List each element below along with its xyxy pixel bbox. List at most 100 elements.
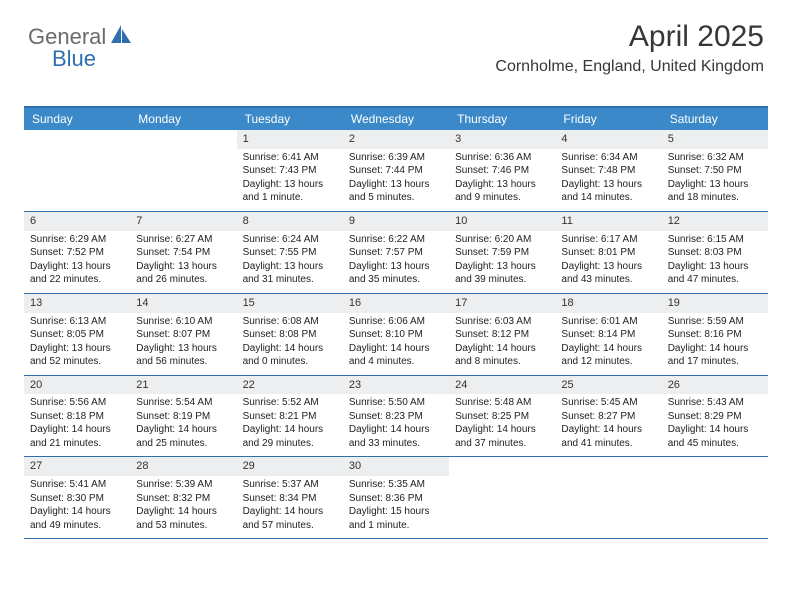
sunrise-line: Sunrise: 5:37 AM	[243, 478, 337, 492]
day-number: 15	[237, 294, 343, 313]
daylight-line: Daylight: 14 hours and 25 minutes.	[136, 423, 230, 450]
day-cell	[449, 457, 555, 538]
sunrise-line: Sunrise: 6:29 AM	[30, 233, 124, 247]
day-cell: 2Sunrise: 6:39 AMSunset: 7:44 PMDaylight…	[343, 130, 449, 211]
day-number: 25	[555, 376, 661, 395]
day-content: Sunrise: 6:39 AMSunset: 7:44 PMDaylight:…	[343, 149, 449, 211]
day-content: Sunrise: 5:41 AMSunset: 8:30 PMDaylight:…	[24, 476, 130, 538]
day-cell: 11Sunrise: 6:17 AMSunset: 8:01 PMDayligh…	[555, 212, 661, 293]
day-content: Sunrise: 6:32 AMSunset: 7:50 PMDaylight:…	[662, 149, 768, 211]
day-header-cell: Thursday	[449, 108, 555, 130]
day-header-cell: Sunday	[24, 108, 130, 130]
day-cell: 1Sunrise: 6:41 AMSunset: 7:43 PMDaylight…	[237, 130, 343, 211]
sunrise-line: Sunrise: 6:01 AM	[561, 315, 655, 329]
sunset-line: Sunset: 8:21 PM	[243, 410, 337, 424]
day-header-cell: Tuesday	[237, 108, 343, 130]
day-content: Sunrise: 5:35 AMSunset: 8:36 PMDaylight:…	[343, 476, 449, 538]
day-number: 23	[343, 376, 449, 395]
day-content: Sunrise: 5:52 AMSunset: 8:21 PMDaylight:…	[237, 394, 343, 456]
sunrise-line: Sunrise: 6:36 AM	[455, 151, 549, 165]
daylight-line: Daylight: 14 hours and 57 minutes.	[243, 505, 337, 532]
sunrise-line: Sunrise: 6:22 AM	[349, 233, 443, 247]
day-number	[662, 457, 768, 476]
day-content: Sunrise: 6:03 AMSunset: 8:12 PMDaylight:…	[449, 313, 555, 375]
sunset-line: Sunset: 8:07 PM	[136, 328, 230, 342]
sunrise-line: Sunrise: 6:24 AM	[243, 233, 337, 247]
day-content: Sunrise: 6:22 AMSunset: 7:57 PMDaylight:…	[343, 231, 449, 293]
week-row: 6 Sunrise: 6:29 AMSunset: 7:52 PM Daylight…	[24, 212, 768, 294]
day-number: 2	[343, 130, 449, 149]
sunset-line: Sunset: 7:59 PM	[455, 246, 549, 260]
sunrise-line: Sunrise: 5:35 AM	[349, 478, 443, 492]
daylight-line: Daylight: 13 hours and 43 minutes.	[561, 260, 655, 287]
day-cell: 6Sunrise: 6:29 AMSunset: 7:52 PMDaylight…	[24, 212, 130, 293]
day-cell: 5Sunrise: 6:32 AMSunset: 7:50 PMDaylight…	[662, 130, 768, 211]
daylight-line: Daylight: 14 hours and 49 minutes.	[30, 505, 124, 532]
daylight-line: Daylight: 14 hours and 21 minutes.	[30, 423, 124, 450]
day-number	[555, 457, 661, 476]
day-number: 4	[555, 130, 661, 149]
day-cell: 15Sunrise: 6:08 AMSunset: 8:08 PMDayligh…	[237, 294, 343, 375]
day-number: 3	[449, 130, 555, 149]
day-cell: 19Sunrise: 5:59 AMSunset: 8:16 PMDayligh…	[662, 294, 768, 375]
day-cell: 16Sunrise: 6:06 AMSunset: 8:10 PMDayligh…	[343, 294, 449, 375]
day-content: Sunrise: 6:27 AMSunset: 7:54 PMDaylight:…	[130, 231, 236, 293]
day-number: 29	[237, 457, 343, 476]
day-cell: 29Sunrise: 5:37 AMSunset: 8:34 PMDayligh…	[237, 457, 343, 538]
day-content: Sunrise: 6:34 AMSunset: 7:48 PMDaylight:…	[555, 149, 661, 211]
daylight-line: Daylight: 14 hours and 41 minutes.	[561, 423, 655, 450]
day-cell	[130, 130, 236, 211]
sail-icon	[111, 25, 133, 50]
sunset-line: Sunset: 7:54 PM	[136, 246, 230, 260]
day-cell: 13Sunrise: 6:13 AMSunset: 8:05 PMDayligh…	[24, 294, 130, 375]
day-cell: 25Sunrise: 5:45 AMSunset: 8:27 PMDayligh…	[555, 376, 661, 457]
sunrise-line: Sunrise: 6:20 AM	[455, 233, 549, 247]
day-number: 19	[662, 294, 768, 313]
daylight-line: Daylight: 14 hours and 29 minutes.	[243, 423, 337, 450]
day-cell: 24Sunrise: 5:48 AMSunset: 8:25 PMDayligh…	[449, 376, 555, 457]
day-content: Sunrise: 6:13 AMSunset: 8:05 PMDaylight:…	[24, 313, 130, 375]
day-content: Sunrise: 5:48 AMSunset: 8:25 PMDaylight:…	[449, 394, 555, 456]
day-content: Sunrise: 5:54 AMSunset: 8:19 PMDaylight:…	[130, 394, 236, 456]
sunset-line: Sunset: 8:29 PM	[668, 410, 762, 424]
calendar: SundayMondayTuesdayWednesdayThursdayFrid…	[24, 106, 768, 539]
day-cell: 9Sunrise: 6:22 AMSunset: 7:57 PMDaylight…	[343, 212, 449, 293]
day-number: 27	[24, 457, 130, 476]
sunset-line: Sunset: 8:14 PM	[561, 328, 655, 342]
day-number: 22	[237, 376, 343, 395]
sunrise-line: Sunrise: 5:39 AM	[136, 478, 230, 492]
day-content: Sunrise: 5:59 AMSunset: 8:16 PMDaylight:…	[662, 313, 768, 375]
day-cell: 27Sunrise: 5:41 AMSunset: 8:30 PMDayligh…	[24, 457, 130, 538]
day-cell: 17Sunrise: 6:03 AMSunset: 8:12 PMDayligh…	[449, 294, 555, 375]
sunset-line: Sunset: 7:52 PM	[30, 246, 124, 260]
sunrise-line: Sunrise: 5:45 AM	[561, 396, 655, 410]
sunset-line: Sunset: 7:57 PM	[349, 246, 443, 260]
day-header-cell: Saturday	[662, 108, 768, 130]
sunset-line: Sunset: 8:30 PM	[30, 492, 124, 506]
day-number: 6	[24, 212, 130, 231]
sunset-line: Sunset: 8:23 PM	[349, 410, 443, 424]
day-number: 30	[343, 457, 449, 476]
sunrise-line: Sunrise: 5:50 AM	[349, 396, 443, 410]
sunrise-line: Sunrise: 5:59 AM	[668, 315, 762, 329]
day-number: 14	[130, 294, 236, 313]
daylight-line: Daylight: 13 hours and 56 minutes.	[136, 342, 230, 369]
sunset-line: Sunset: 7:44 PM	[349, 164, 443, 178]
day-number: 26	[662, 376, 768, 395]
sunrise-line: Sunrise: 6:17 AM	[561, 233, 655, 247]
day-content: Sunrise: 6:41 AMSunset: 7:43 PMDaylight:…	[237, 149, 343, 211]
sunrise-line: Sunrise: 6:13 AM	[30, 315, 124, 329]
day-cell: 30Sunrise: 5:35 AMSunset: 8:36 PMDayligh…	[343, 457, 449, 538]
day-content: Sunrise: 5:45 AMSunset: 8:27 PMDaylight:…	[555, 394, 661, 456]
sunset-line: Sunset: 8:08 PM	[243, 328, 337, 342]
sunset-line: Sunset: 8:16 PM	[668, 328, 762, 342]
day-number: 11	[555, 212, 661, 231]
sunrise-line: Sunrise: 5:43 AM	[668, 396, 762, 410]
day-cell: 3Sunrise: 6:36 AMSunset: 7:46 PMDaylight…	[449, 130, 555, 211]
sunset-line: Sunset: 7:46 PM	[455, 164, 549, 178]
daylight-line: Daylight: 13 hours and 52 minutes.	[30, 342, 124, 369]
day-number: 5	[662, 130, 768, 149]
sunset-line: Sunset: 7:50 PM	[668, 164, 762, 178]
day-cell: 21Sunrise: 5:54 AMSunset: 8:19 PMDayligh…	[130, 376, 236, 457]
logo-text-blue-wrap: Blue	[52, 46, 96, 72]
